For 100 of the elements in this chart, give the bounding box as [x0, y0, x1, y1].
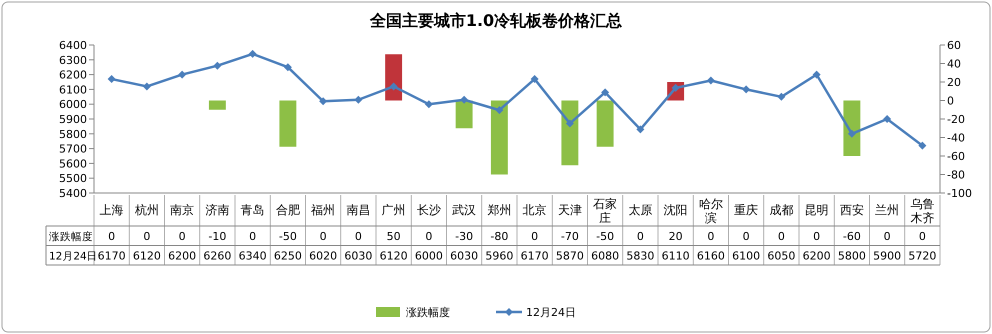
- data-label: 6200: [168, 250, 196, 262]
- point: [566, 119, 574, 128]
- point: [812, 70, 821, 79]
- y-tick-label: 6000: [59, 98, 87, 112]
- x-tick-label: 青岛: [240, 203, 265, 217]
- data-label: -70: [560, 230, 579, 243]
- point: [601, 88, 610, 96]
- bar: [561, 100, 578, 166]
- data-label: -10: [208, 230, 226, 243]
- data-label: 6050: [767, 250, 796, 262]
- point: [530, 75, 539, 84]
- data-label: 6080: [591, 250, 620, 262]
- data-label: 5800: [838, 250, 866, 262]
- y-tick-label: 6100: [59, 83, 87, 96]
- x-tick-label: 哈尔滨: [698, 197, 723, 225]
- point: [742, 85, 750, 94]
- data-label: 5720: [908, 250, 936, 262]
- data-label: 0: [249, 230, 256, 243]
- data-label: 0: [425, 230, 432, 243]
- point: [918, 142, 926, 150]
- data-label: 5960: [485, 250, 514, 262]
- data-label: 6120: [132, 250, 161, 262]
- data-label: 0: [531, 230, 538, 243]
- y2-tick-label: 0: [947, 94, 954, 108]
- point: [706, 76, 715, 85]
- data-label: 0: [354, 230, 362, 243]
- x-tick-label: 南昌: [346, 203, 370, 217]
- data-label: 0: [884, 230, 891, 243]
- point: [142, 82, 151, 90]
- data-label: 6120: [380, 250, 408, 262]
- data-label: 6100: [732, 250, 760, 262]
- data-label: -80: [490, 230, 508, 243]
- y2-tick-label: -60: [947, 150, 965, 163]
- point: [390, 82, 398, 90]
- data-label: 0: [178, 230, 186, 243]
- y2-tick-label: 20: [947, 76, 961, 89]
- bar: [279, 100, 296, 147]
- data-label: 5870: [556, 250, 584, 262]
- point: [495, 106, 504, 114]
- y-tick-label: 5900: [59, 113, 87, 126]
- point: [108, 75, 116, 84]
- data-label: 6000: [414, 250, 443, 262]
- point: [848, 130, 856, 138]
- x-tick-label: 合肥: [276, 203, 300, 217]
- data-label: 6020: [309, 250, 338, 262]
- data-label: 0: [320, 230, 327, 243]
- data-label: 0: [778, 230, 785, 243]
- x-tick-label: 北京: [522, 203, 547, 217]
- y-tick-label: 5400: [59, 187, 87, 200]
- x-tick-label: 重庆: [734, 203, 758, 217]
- bar: [456, 100, 473, 128]
- y2-tick-label: -80: [947, 168, 965, 182]
- point: [284, 63, 292, 72]
- x-tick-label: 石家庄: [593, 197, 618, 225]
- x-tick-label: 济南: [205, 203, 230, 217]
- x-tick-label: 郑州: [487, 203, 512, 217]
- y-tick-label: 5500: [59, 172, 87, 186]
- data-label: 6030: [344, 250, 372, 262]
- data-label: -30: [455, 230, 474, 243]
- text: 12月24日: [49, 250, 98, 262]
- x-tick-label: 广州: [382, 203, 406, 217]
- text: 涨跌幅度: [49, 231, 93, 243]
- y-tick-label: 6400: [59, 39, 87, 52]
- data-label: 6260: [203, 250, 232, 262]
- bar: [490, 100, 508, 174]
- data-label: 0: [143, 230, 150, 243]
- data-label: 0: [918, 230, 926, 243]
- point: [213, 62, 222, 70]
- y-tick-label: 5800: [59, 128, 87, 141]
- y2-tick-label: -20: [947, 113, 965, 126]
- y-tick-label: 5600: [59, 157, 87, 170]
- point: [248, 50, 257, 58]
- x-tick-label: 成都: [769, 203, 794, 217]
- y-tick-label: 6200: [59, 68, 87, 82]
- legend-label: 涨跌幅度: [406, 306, 450, 319]
- point: [460, 96, 468, 104]
- point: [883, 115, 892, 123]
- bar: [208, 100, 226, 110]
- y-tick-label: 5700: [59, 142, 87, 156]
- x-tick-label: 长沙: [416, 203, 441, 217]
- x-tick-label: 沈阳: [664, 203, 688, 217]
- bar: [596, 100, 614, 147]
- data-label: 6160: [696, 250, 725, 262]
- point: [424, 100, 433, 108]
- data-label: 6340: [238, 250, 267, 262]
- x-tick-label: 武汉: [452, 203, 476, 217]
- data-label: 0: [742, 230, 750, 243]
- point: [636, 125, 644, 134]
- data-label: 0: [108, 230, 116, 243]
- point: [354, 96, 362, 104]
- data-label: -60: [842, 230, 861, 243]
- x-tick-label: 兰州: [875, 203, 900, 217]
- data-label: -50: [278, 230, 297, 243]
- data-label: 20: [668, 230, 683, 243]
- data-label: 6030: [450, 250, 478, 262]
- x-tick-label: 杭州: [134, 203, 159, 217]
- data-label: 0: [707, 230, 714, 243]
- data-label: 6170: [98, 250, 126, 262]
- x-tick-label: 天津: [558, 203, 582, 217]
- chart-title: 全国主要城市1.0冷轧板卷价格汇总: [368, 11, 622, 30]
